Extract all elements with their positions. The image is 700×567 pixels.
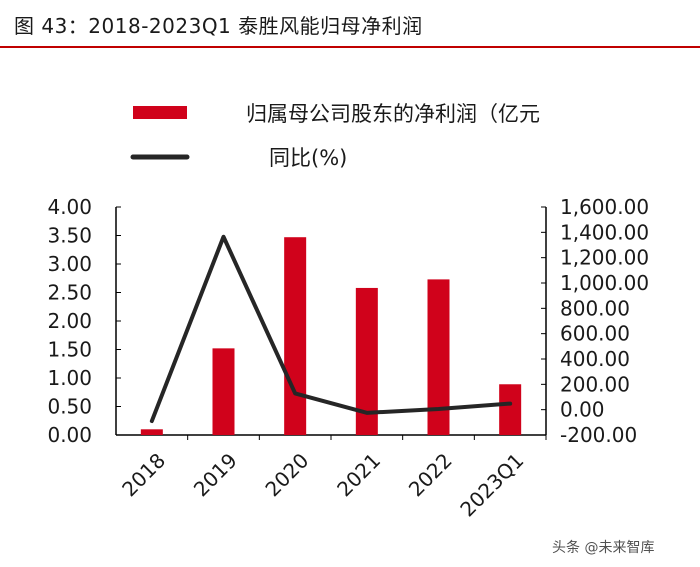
figure-header: 图 43：2018-2023Q1 泰胜风能归母净利润	[0, 0, 700, 48]
x-tick-label: 2019	[189, 448, 242, 501]
y-right-tick-label: 1,000.00	[560, 271, 649, 295]
line-series	[149, 234, 513, 424]
y-left-tick-label: 1.00	[47, 366, 92, 390]
y-right-tick-label: 600.00	[560, 322, 630, 346]
x-tick-label: 2018	[117, 448, 170, 501]
yoy-point	[151, 420, 153, 422]
title-rule	[0, 46, 700, 48]
y-right-tick-label: 800.00	[560, 296, 630, 320]
bar	[499, 384, 522, 435]
y-right-tick-label: 1,400.00	[560, 220, 649, 244]
yoy-point	[438, 408, 439, 410]
axes: 0.00 0.50 1.00 1.50 2.00 2.50 3.00 3.50 4.00 -200…	[47, 195, 649, 521]
legend-bar-swatch	[133, 106, 187, 119]
y-left-tick-label: 2.00	[47, 309, 92, 333]
x-tick-label: 2021	[332, 448, 385, 501]
legend-bar-label: 归属母公司股东的净利润（亿元	[246, 102, 540, 126]
bar-series	[140, 237, 522, 435]
y-right-tick-label: 1,600.00	[560, 195, 649, 219]
legend-line-label: 同比(%)	[269, 146, 347, 170]
yoy-line	[149, 234, 513, 424]
yoy-point	[366, 412, 368, 414]
yoy-point	[223, 236, 224, 238]
bar	[212, 348, 235, 435]
bar	[140, 429, 163, 435]
bar	[355, 287, 378, 435]
bar	[284, 237, 307, 435]
y-right-tick-label: 1,200.00	[560, 246, 649, 270]
y-left-tick-label: 1.50	[47, 338, 92, 362]
yoy-point	[294, 392, 296, 394]
y-right-tick-label: 400.00	[560, 347, 630, 371]
y-left-tick-label: 0.00	[47, 423, 92, 447]
y-left-tick-label: 3.00	[47, 252, 92, 276]
bar	[427, 279, 450, 435]
y-left-tick-label: 3.50	[47, 224, 92, 248]
yoy-point	[509, 403, 511, 405]
x-tick-label: 2022	[404, 448, 457, 501]
y-left-tick-label: 2.50	[47, 281, 92, 305]
figure-title: 图 43：2018-2023Q1 泰胜风能归母净利润	[14, 14, 423, 38]
x-tick-label: 2023Q1	[455, 448, 528, 521]
x-tick-label: 2020	[260, 448, 313, 501]
y-right-tick-label: -200.00	[560, 423, 637, 447]
watermark: 头条 @未来智库	[552, 540, 655, 556]
y-right-tick-label: 0.00	[560, 398, 605, 422]
y-left-tick-label: 0.50	[47, 395, 92, 419]
y-left-tick-label: 4.00	[47, 195, 92, 219]
y-right-tick-label: 200.00	[560, 372, 630, 396]
